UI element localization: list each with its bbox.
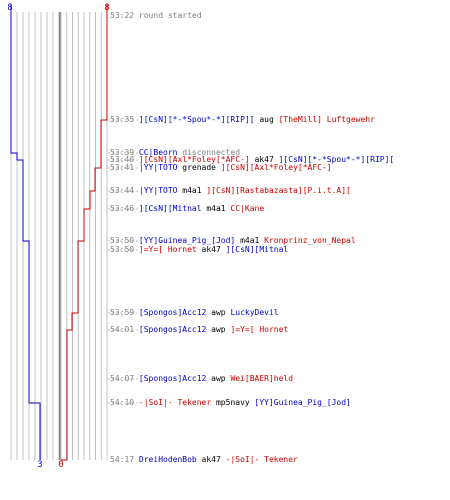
status-text: disconnected	[177, 148, 241, 157]
player-name: -|SoI|- Tekener	[138, 398, 212, 407]
event-time: 53:35	[110, 115, 135, 124]
event-row: 53:50 [YY]Guinea_Pig_[Jod] m4a1 Kronprin…	[110, 236, 356, 246]
weapon-label: mp5navy	[211, 398, 255, 407]
event-time: 54:01	[110, 325, 135, 334]
event-time: 53:46	[110, 204, 135, 213]
event-row: 54:17 DreiHodenBob ak47 -|SoI|- Tekener	[110, 455, 298, 465]
event-row: 53:44 |YY|TOTO m4a1 ][CsN][Rastabazasta]…	[110, 186, 351, 196]
event-time: 53:22	[110, 11, 135, 20]
event-row: 54:01 [Spongos]Acc12 awp ]=Y=[ Hornet	[110, 325, 288, 335]
player-name: LuckyDevil	[230, 308, 279, 317]
red-end-score: 0	[58, 460, 63, 470]
player-name: [YY]Guinea_Pig_[Jod]	[138, 236, 236, 245]
player-name: DreiHodenBob	[138, 455, 197, 464]
weapon-label: aug	[254, 115, 279, 124]
event-time: 53:40	[110, 155, 135, 164]
weapon-label: ak47	[196, 455, 226, 464]
player-name: ][CsN][Axl*Foley[*AFC-]	[220, 163, 332, 172]
player-name: ][CsN][Axl*Foley[*AFC-]	[138, 155, 250, 164]
event-row: 54:10 -|SoI|- Tekener mp5navy [YY]Guinea…	[110, 398, 351, 408]
red-team-line	[61, 4, 108, 461]
weapon-label: m4a1	[177, 186, 207, 195]
status-text: round started	[138, 11, 202, 20]
event-time: 54:07	[110, 374, 135, 383]
event-time: 53:44	[110, 186, 135, 195]
event-time: 53:41	[110, 163, 135, 172]
event-time: 54:17	[110, 455, 135, 464]
weapon-label: grenade	[177, 163, 221, 172]
weapon-label: awp	[206, 374, 231, 383]
weapon-label: m4a1	[201, 204, 231, 213]
player-name: ][CsN][*-*Spou*-*][RIP][	[138, 115, 255, 124]
player-name: |YY|TOTO	[138, 186, 178, 195]
player-name: |YY|TOTO	[138, 163, 178, 172]
player-name: Kronprinz_von_Nepal	[264, 236, 356, 245]
player-name: [Spongos]Acc12	[138, 308, 207, 317]
player-name: ]=Y=[ Hornet	[230, 325, 289, 334]
event-time: 53:50	[110, 236, 135, 245]
player-name: [YY]Guinea_Pig_[Jod]	[254, 398, 351, 407]
event-time: 53:50	[110, 245, 135, 254]
weapon-label: ak47	[196, 245, 226, 254]
player-name: Wei[BAER]held	[230, 374, 294, 383]
player-name: [Spongos]Acc12	[138, 325, 207, 334]
event-row: 53:39 CC|Beorn disconnected	[110, 148, 240, 158]
player-name: [TheMill] Luftgewehr	[278, 115, 375, 124]
blue-team-line	[10, 4, 41, 460]
player-name: -|SoI|- Tekener	[225, 455, 298, 464]
weapon-label: m4a1	[235, 236, 265, 245]
blue-end-score: 3	[37, 460, 42, 470]
weapon-label: ak47	[249, 155, 279, 164]
event-row: 53:59 [Spongos]Acc12 awp LuckyDevil	[110, 308, 279, 318]
player-name: ][CsN][Mitnal	[138, 204, 202, 213]
event-time: 54:10	[110, 398, 135, 407]
event-time: 53:59	[110, 308, 135, 317]
player-name: [Spongos]Acc12	[138, 374, 207, 383]
player-name: ]=Y=[ Hornet	[138, 245, 197, 254]
player-name: CC|Kane	[230, 204, 265, 213]
event-row: 53:35 ][CsN][*-*Spou*-*][RIP][ aug [TheM…	[110, 115, 375, 125]
event-time: 53:39	[110, 148, 135, 157]
weapon-label: awp	[206, 325, 231, 334]
player-name: ][CsN][Mitnal	[225, 245, 289, 254]
event-row: 53:46 ][CsN][Mitnal m4a1 CC|Kane	[110, 204, 264, 214]
event-row: 53:41 |YY|TOTO grenade ][CsN][Axl*Foley[…	[110, 163, 332, 173]
event-row: 53:40 ][CsN][Axl*Foley[*AFC-] ak47 ][CsN…	[110, 155, 394, 165]
blue-start-score: 8	[7, 3, 12, 13]
player-name: CC|Beorn	[138, 148, 178, 157]
event-row: 54:07 [Spongos]Acc12 awp Wei[BAER]held	[110, 374, 293, 384]
player-name: ][CsN][*-*Spou*-*][RIP][	[278, 155, 395, 164]
red-start-score: 8	[104, 3, 109, 13]
weapon-label: awp	[206, 308, 231, 317]
event-row: 53:50 ]=Y=[ Hornet ak47 ][CsN][Mitnal	[110, 245, 288, 255]
player-name: ][CsN][Rastabazasta][P.i.t.A][	[206, 186, 351, 195]
event-row: 53:22 round started	[110, 11, 202, 21]
